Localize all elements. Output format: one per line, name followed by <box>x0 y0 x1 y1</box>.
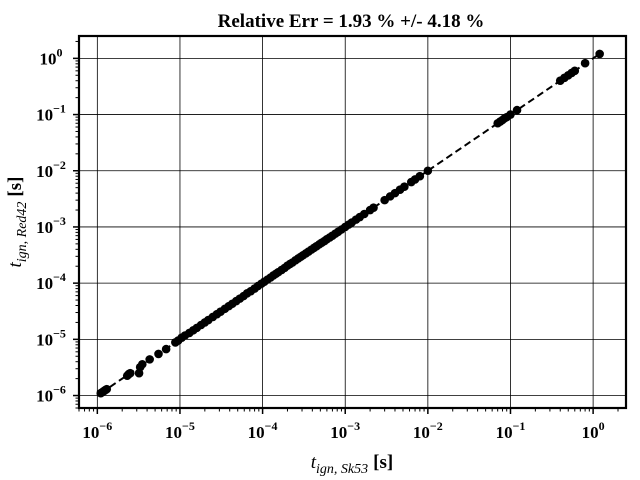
x-tick-label: 10−5 <box>165 419 195 442</box>
y-axis-label-sub: ign, Red42 <box>15 202 30 263</box>
plot-frame <box>77 34 628 410</box>
gridlines <box>79 36 626 408</box>
scatter-point <box>161 344 171 354</box>
y-axis-label-main: t <box>5 262 26 268</box>
scatter-point <box>580 58 590 68</box>
y-axis-ticks: 10−6 10−5 10−4 10−3 10−2 10−1 100 <box>36 40 79 409</box>
y-tick-label: 10−4 <box>36 270 66 293</box>
x-tick-label: 10−4 <box>248 419 278 442</box>
chart-title: Relative Err = 1.93 % +/- 4.18 % <box>218 11 485 32</box>
scatter-point <box>423 166 433 176</box>
y-tick-label: 10−2 <box>36 158 66 181</box>
y-tick-label: 10−1 <box>36 102 66 125</box>
scatter-point <box>145 355 154 364</box>
y-tick-label: 10−5 <box>36 326 66 349</box>
y-tick-label: 10−6 <box>36 383 66 406</box>
x-axis-label: tign, Sk53 [s] <box>311 452 393 477</box>
x-tick-label: 10−3 <box>330 419 360 442</box>
y-axis-label: tign, Red42 [s] <box>5 177 30 268</box>
x-tick-label: 10−2 <box>413 419 443 442</box>
scatter-point <box>512 105 522 115</box>
y-tick-label: 10−3 <box>36 214 66 237</box>
x-tick-label: 100 <box>582 419 605 442</box>
y-tick-label: 100 <box>40 45 63 68</box>
x-axis-label-sub: ign, Sk53 <box>316 462 368 477</box>
y-axis-label-unit: [s] <box>5 177 26 197</box>
scatter-point <box>137 359 147 369</box>
scatter-point <box>415 171 425 181</box>
x-axis-ticks: 10−6 10−5 10−4 10−3 10−2 10−1 100 <box>78 408 619 442</box>
scatter-point <box>154 349 163 359</box>
x-tick-label: 10−6 <box>82 419 112 442</box>
x-axis-label-unit: [s] <box>373 452 393 473</box>
x-tick-label: 10−1 <box>496 419 526 442</box>
scatter-point <box>506 110 515 119</box>
scatter-point <box>595 49 604 59</box>
scatter-point <box>102 384 112 394</box>
x-axis-label-main: t <box>311 452 317 473</box>
scatter-point <box>570 66 580 76</box>
data-points <box>96 49 604 398</box>
scatter-point <box>125 368 135 378</box>
scatter-point <box>369 203 378 213</box>
scatter-point <box>400 182 409 192</box>
